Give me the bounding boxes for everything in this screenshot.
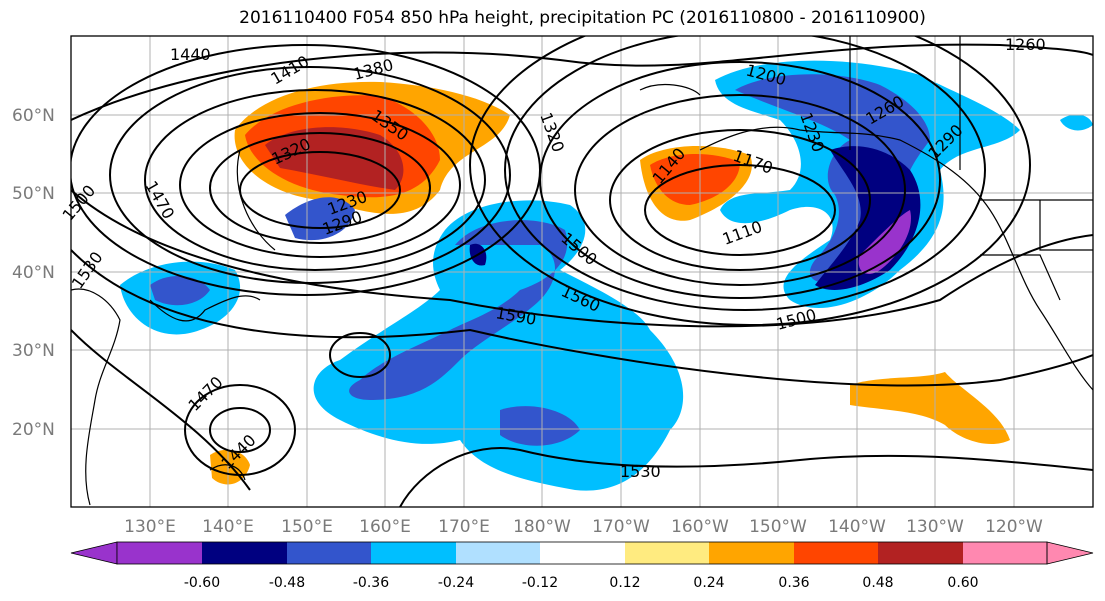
lon-label: 120°W [985,517,1043,537]
lon-label: 130°W [906,517,964,537]
contour-label: 1380 [351,55,395,84]
contour-label: 1320 [536,110,568,155]
contour-label: 1410 [268,52,313,89]
colorbar-tick: -0.60 [184,575,220,591]
lon-label: 180°W [513,517,571,537]
lat-label: 30°N [12,341,55,361]
colorbar-tick: 0.36 [778,575,809,591]
colorbar-tick: 0.24 [693,575,724,591]
colorbar [70,541,1094,565]
colorbar-swatch [371,542,456,564]
map-frame [70,35,1094,508]
colorbar-max-arrow [1046,541,1094,565]
colorbar-swatch [625,542,709,564]
contour-label: 1470 [142,178,179,223]
contour-label: 1530 [68,248,107,292]
colorbar-swatch [540,542,625,564]
latitude-labels: 60°N 50°N 40°N 30°N 20°N [12,106,55,440]
contour-label: 1440 [170,45,211,64]
colorbar-swatch [794,542,878,564]
lon-label: 140°W [828,517,886,537]
colorbar-ticks: -0.60 -0.48 -0.36 -0.24 -0.12 0.12 0.24 … [184,575,979,591]
contour-label: 1110 [720,217,765,249]
colorbar-tick: -0.36 [353,575,389,591]
map-title: 2016110400 F054 850 hPa height, precipit… [239,8,926,28]
lon-label: 150°E [281,517,333,537]
colorbar-swatch [456,542,540,564]
colorbar-swatch [202,542,287,564]
contour-label: 1500 [59,181,100,224]
lon-label: 130°E [124,517,176,537]
contour-label: 1260 [1005,35,1046,54]
colorbar-tick: -0.48 [269,575,305,591]
colorbar-tick: 0.12 [609,575,640,591]
lat-label: 50°N [12,184,55,204]
colorbar-tick: -0.24 [438,575,474,591]
colorbar-tick: -0.12 [522,575,558,591]
lat-label: 60°N [12,106,55,126]
lon-label: 170°E [438,517,490,537]
colorbar-swatch [117,542,202,564]
lon-label: 160°W [671,517,729,537]
lon-label: 170°W [592,517,650,537]
colorbar-swatch [709,542,794,564]
colorbar-tick: 0.48 [862,575,893,591]
lat-label: 20°N [12,420,55,440]
lon-label: 160°E [359,517,411,537]
lon-label: 140°E [202,517,254,537]
contour-label: 1470 [184,373,226,415]
colorbar-min-arrow [70,541,118,565]
colorbar-tick: 0.60 [947,575,978,591]
contour-label: 1530 [620,462,661,481]
longitude-labels: 130°E 140°E 150°E 160°E 170°E 180°W 170°… [124,517,1043,537]
colorbar-swatch [287,542,371,564]
colorbar-swatch [878,542,963,564]
colorbar-swatch [963,542,1047,564]
height-contours [71,36,1093,507]
lat-label: 40°N [12,263,55,283]
lon-label: 150°W [749,517,807,537]
